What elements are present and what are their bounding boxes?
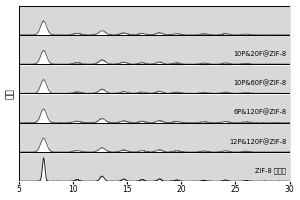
- Text: 10P&60F@ZIF-8: 10P&60F@ZIF-8: [233, 80, 286, 86]
- Text: 6P&120F@ZIF-8: 6P&120F@ZIF-8: [233, 109, 286, 116]
- Text: 12P&120F@ZIF-8: 12P&120F@ZIF-8: [229, 138, 286, 145]
- Text: ZIF-8 标准峰: ZIF-8 标准峰: [255, 168, 286, 174]
- Y-axis label: 強度: 強度: [6, 88, 15, 99]
- Text: 10P&20F@ZIF-8: 10P&20F@ZIF-8: [233, 51, 286, 57]
